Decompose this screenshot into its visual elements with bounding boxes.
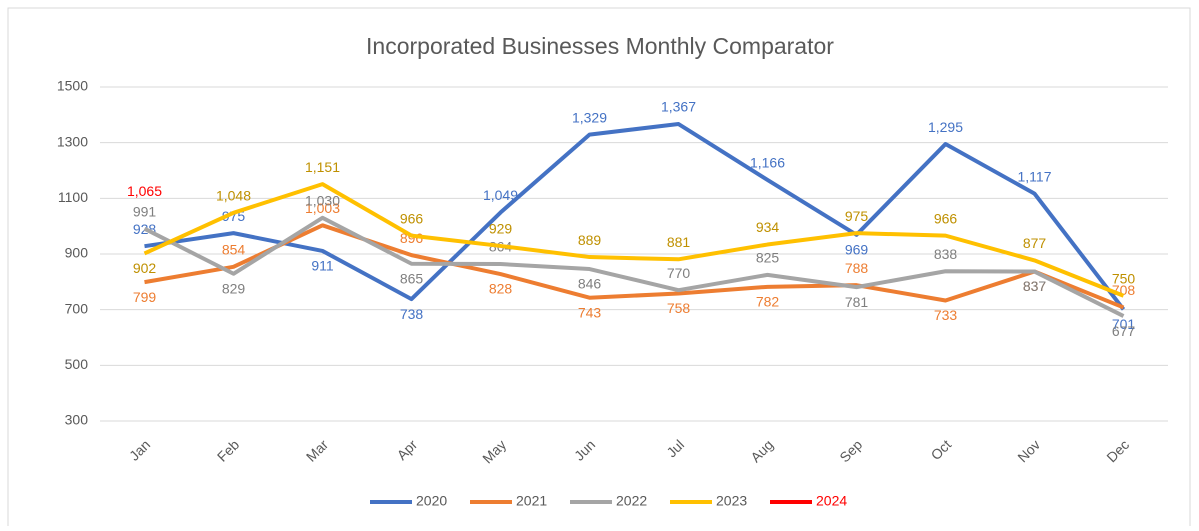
data-label: 1,049	[483, 187, 518, 203]
data-label: 782	[756, 294, 780, 310]
data-label: 799	[133, 289, 157, 305]
data-label: 975	[845, 208, 869, 224]
data-label: 738	[400, 306, 424, 322]
chart-border	[7, 7, 1191, 531]
y-tick-label: 1300	[57, 133, 88, 149]
data-label: 1,003	[305, 200, 340, 216]
data-label: 838	[934, 246, 958, 262]
data-label: 1,329	[572, 109, 607, 125]
data-label: 733	[934, 307, 958, 323]
data-label: 1,295	[928, 119, 963, 135]
data-label: 828	[489, 281, 513, 297]
y-tick-label: 1500	[57, 78, 88, 94]
data-label: 701	[1112, 316, 1136, 332]
y-tick-label: 900	[65, 245, 89, 261]
data-label: 969	[845, 241, 869, 257]
data-label: 781	[845, 294, 869, 310]
legend-label: 2021	[516, 493, 547, 509]
data-label: 829	[222, 280, 246, 296]
data-label: 877	[1023, 235, 1047, 251]
data-label: 889	[578, 232, 602, 248]
chart-title: Incorporated Businesses Monthly Comparat…	[366, 33, 834, 59]
legend-label: 2023	[716, 493, 747, 509]
series-line	[144, 122, 1126, 311]
data-label: 1,151	[305, 159, 340, 175]
data-label: 825	[756, 250, 780, 266]
data-label: 991	[133, 203, 157, 219]
data-label: 1,166	[750, 155, 785, 171]
data-label: 846	[578, 276, 602, 292]
y-tick-label: 500	[65, 356, 89, 372]
data-label: 881	[667, 234, 691, 250]
data-label: 1,117	[1018, 168, 1052, 184]
legend-label: 2020	[416, 493, 447, 509]
data-label: 837	[1023, 278, 1047, 294]
data-label: 865	[400, 270, 424, 286]
legend-label: 2022	[616, 493, 647, 509]
data-label: 758	[667, 300, 691, 316]
series-line	[143, 182, 1125, 298]
y-tick-label: 1100	[58, 189, 88, 205]
data-label: 1,030	[305, 193, 340, 209]
data-label: 854	[222, 242, 246, 258]
legend-label: 2024	[816, 493, 847, 509]
y-tick-label: 300	[65, 412, 89, 428]
y-tick-label: 700	[65, 300, 89, 316]
series-line	[144, 223, 1125, 310]
data-label: 929	[489, 221, 513, 237]
series-line	[143, 215, 1125, 318]
data-label: 966	[934, 210, 958, 226]
data-label: 1,065	[127, 183, 162, 199]
data-label: 770	[667, 265, 691, 281]
data-label: 1,048	[216, 188, 251, 204]
data-label: 934	[756, 219, 780, 235]
data-label: 902	[133, 260, 157, 276]
data-label: 788	[845, 260, 869, 276]
data-label: 743	[578, 304, 602, 320]
data-label: 911	[311, 258, 334, 274]
data-label: 1,367	[661, 99, 696, 115]
data-label: 750	[1112, 270, 1136, 286]
data-label: 677	[1112, 323, 1136, 339]
data-label: 837	[1023, 278, 1047, 294]
data-label: 966	[400, 210, 424, 226]
